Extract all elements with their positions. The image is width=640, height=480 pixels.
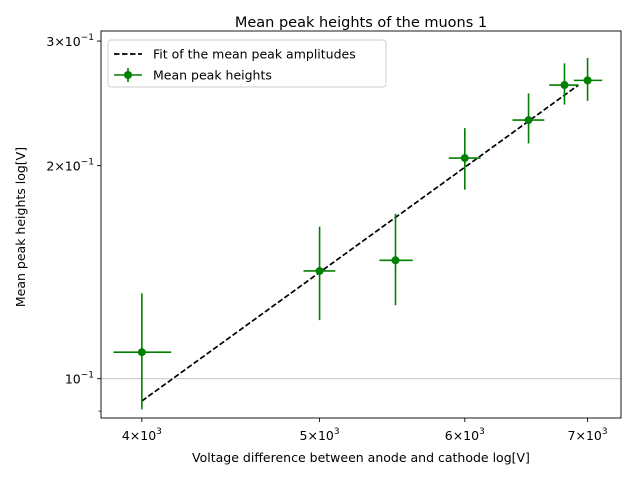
data-marker: [315, 266, 324, 275]
y-tick-label: 10−1: [65, 371, 94, 387]
legend-fit-label: Fit of the mean peak amplitudes: [153, 47, 356, 62]
data-point: [379, 213, 413, 306]
x-tick-label: 7×103: [568, 427, 608, 443]
data-marker: [137, 348, 146, 357]
plot-area: [113, 57, 603, 410]
data-point: [549, 63, 579, 105]
data-marker: [391, 256, 400, 265]
data-marker: [524, 116, 533, 125]
legend-points-swatch: [114, 68, 142, 82]
y-tick-label: 3×10−1: [46, 33, 94, 49]
legend-points-label: Mean peak heights: [153, 68, 272, 83]
data-point: [573, 57, 603, 101]
data-point: [512, 93, 545, 144]
x-tick-label: 5×103: [300, 427, 340, 443]
data-point: [448, 128, 481, 190]
x-tick-label: 4×103: [122, 427, 162, 443]
axis-ticks: 4×103 5×103 6×103 7×103 10−1 2×10−1 3×10−1: [46, 33, 607, 443]
x-tick-label: 6×103: [445, 427, 485, 443]
y-axis-label: Mean peak heights log[V]: [13, 147, 28, 307]
axes-frame: [100, 30, 622, 419]
y-tick-label: 2×10−1: [46, 158, 94, 174]
fit-line: [141, 84, 579, 402]
legend-box: [107, 39, 387, 88]
x-axis-label: Voltage difference between anode and cat…: [192, 450, 530, 465]
legend: Fit of the mean peak amplitudes Mean pea…: [107, 39, 387, 88]
data-marker: [560, 81, 569, 90]
data-point: [113, 293, 172, 410]
data-point: [303, 226, 336, 321]
data-marker: [583, 76, 592, 85]
data-marker: [460, 154, 469, 163]
chart-title: Mean peak heights of the muons 1: [235, 15, 487, 31]
